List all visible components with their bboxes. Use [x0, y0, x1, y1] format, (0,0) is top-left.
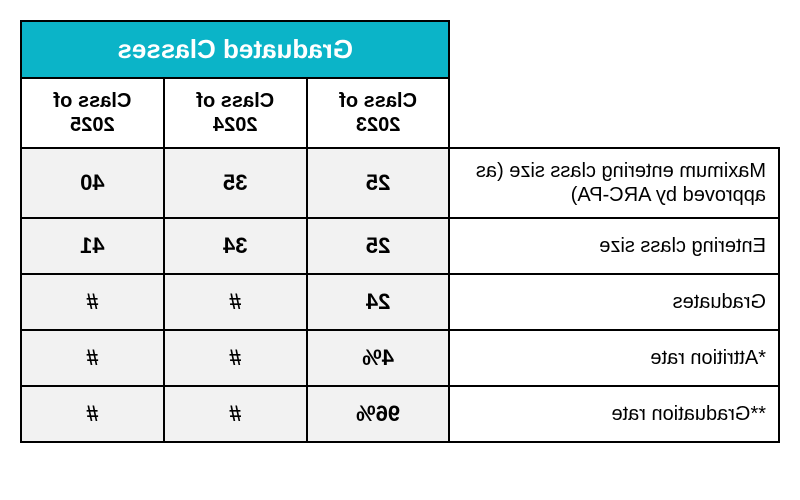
data-cell: # [21, 330, 164, 386]
graduated-classes-table: Graduated Classes Class of2023 Class of2… [20, 20, 780, 443]
col-header-2024: Class of2024 [164, 78, 307, 148]
row-label-entering: Entering class size [450, 218, 780, 274]
table-wrapper: Graduated Classes Class of2023 Class of2… [20, 20, 780, 443]
data-cell: 96% [307, 386, 450, 442]
row-label-graduates: Graduates [450, 274, 780, 330]
data-cell: 4% [307, 330, 450, 386]
data-cell: 25 [307, 148, 450, 218]
col-header-2025: Class of2025 [21, 78, 164, 148]
data-cell: 24 [307, 274, 450, 330]
data-cell: # [164, 274, 307, 330]
data-cell: 35 [164, 148, 307, 218]
data-cell: 34 [164, 218, 307, 274]
empty-label-header [450, 78, 780, 148]
table-row: *Attrition rate 4% # # [21, 330, 779, 386]
empty-corner-cell [450, 21, 780, 78]
data-cell: # [164, 386, 307, 442]
data-cell: 40 [21, 148, 164, 218]
row-label-attrition: *Attrition rate [450, 330, 780, 386]
data-cell: 25 [307, 218, 450, 274]
table-row: Graduates 24 # # [21, 274, 779, 330]
data-cell: 41 [21, 218, 164, 274]
data-cell: # [21, 386, 164, 442]
data-cell: # [21, 274, 164, 330]
group-header-row: Graduated Classes [21, 21, 779, 78]
data-cell: # [164, 330, 307, 386]
col-header-2023: Class of2023 [307, 78, 450, 148]
row-label-max-entering: Maximum entering class size (as approved… [450, 148, 780, 218]
group-header: Graduated Classes [21, 21, 450, 78]
table-row: **Graduation rate 96% # # [21, 386, 779, 442]
column-header-row: Class of2023 Class of2024 Class of2025 [21, 78, 779, 148]
table-row: Entering class size 25 34 41 [21, 218, 779, 274]
row-label-graduation: **Graduation rate [450, 386, 780, 442]
table-row: Maximum entering class size (as approved… [21, 148, 779, 218]
